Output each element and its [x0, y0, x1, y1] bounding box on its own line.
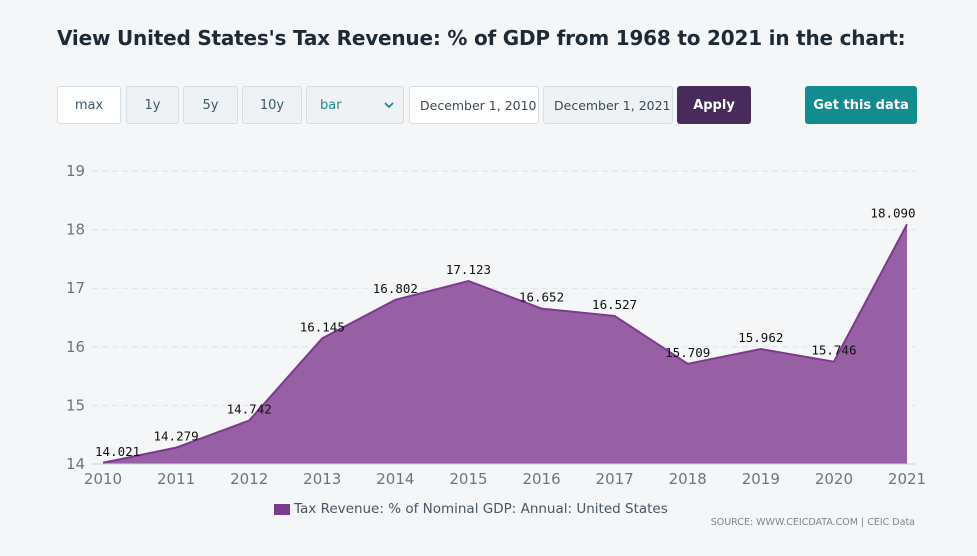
series-area — [102, 223, 908, 464]
y-tick-label: 14 — [66, 455, 85, 473]
range-10y-button[interactable]: 10y — [242, 86, 302, 124]
y-tick-label: 19 — [66, 162, 85, 180]
apply-button[interactable]: Apply — [677, 86, 751, 124]
legend-swatch — [274, 503, 290, 515]
range-5y-button[interactable]: 5y — [183, 86, 238, 124]
y-axis: 14 15 16 17 18 19 — [66, 162, 85, 473]
range-max-button[interactable]: max — [57, 86, 121, 124]
x-tick-label: 2017 — [596, 470, 634, 488]
data-labels: 14.021 14.279 14.742 16.145 16.802 17.123 16.6… — [95, 205, 916, 458]
x-tick-label: 2019 — [742, 470, 780, 488]
x-tick-label: 2016 — [522, 470, 560, 488]
data-label: 16.145 — [300, 319, 345, 334]
data-label: 18.090 — [870, 205, 915, 220]
data-label: 16.802 — [373, 281, 418, 296]
data-label: 15.962 — [738, 330, 783, 345]
y-tick-label: 18 — [66, 221, 85, 239]
x-tick-label: 2015 — [449, 470, 487, 488]
series-line — [102, 223, 908, 464]
data-label: 15.746 — [811, 343, 856, 358]
data-label: 15.709 — [665, 345, 710, 360]
data-label: 16.652 — [519, 290, 564, 305]
legend-label: Tax Revenue: % of Nominal GDP: Annual: U… — [294, 501, 668, 517]
y-tick-label: 15 — [66, 396, 85, 414]
x-tick-label: 2020 — [815, 470, 853, 488]
x-tick-label: 2011 — [157, 470, 195, 488]
start-date-input[interactable]: December 1, 2010 — [409, 86, 539, 124]
legend[interactable]: Tax Revenue: % of Nominal GDP: Annual: U… — [274, 501, 668, 517]
x-tick-label: 2018 — [669, 470, 707, 488]
y-tick-label: 16 — [66, 338, 85, 356]
end-date-input[interactable]: December 1, 2021 — [543, 86, 673, 124]
x-tick-label: 2013 — [303, 470, 341, 488]
data-label: 16.527 — [592, 297, 637, 312]
x-tick-label: 2012 — [230, 470, 268, 488]
range-1y-button[interactable]: 1y — [126, 86, 179, 124]
chevron-down-icon — [384, 102, 394, 109]
chart-type-value: bar — [320, 97, 342, 113]
chart-type-select[interactable]: bar — [306, 86, 404, 124]
x-tick-label: 2014 — [376, 470, 414, 488]
data-label: 14.021 — [95, 444, 140, 459]
x-tick-label: 2010 — [84, 470, 122, 488]
get-this-data-button[interactable]: Get this data — [805, 86, 917, 124]
data-label: 14.279 — [154, 429, 199, 444]
page-title: View United States's Tax Revenue: % of G… — [57, 26, 906, 50]
x-axis: 2010 2011 2012 2013 2014 2015 2016 2017 2018 2019… — [84, 463, 926, 488]
area-fill — [103, 224, 907, 464]
data-label: 17.123 — [446, 262, 491, 277]
data-label: 14.742 — [227, 402, 272, 417]
chart-controls: max 1y 5y 10y bar December 1, 2010 Decem… — [57, 86, 917, 124]
source-note: SOURCE: WWW.CEICDATA.COM | CEIC Data — [710, 517, 915, 528]
x-tick-label: 2021 — [888, 470, 926, 488]
y-tick-label: 17 — [66, 279, 85, 297]
